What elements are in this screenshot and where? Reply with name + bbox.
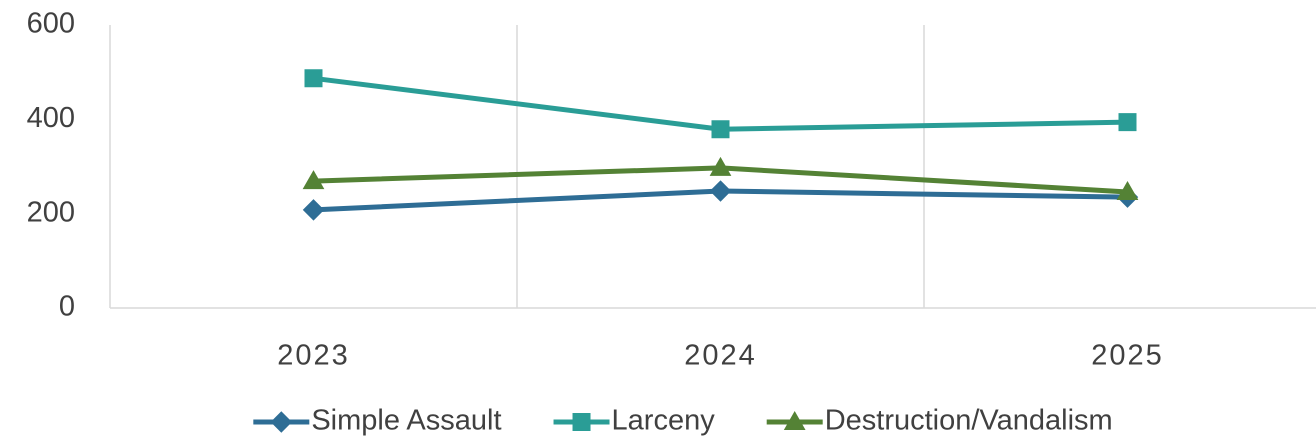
marker [302, 170, 325, 190]
legend-label: Larceny [612, 405, 716, 437]
marker [783, 410, 806, 430]
legend: Simple Assault Larceny Destruction/Vandali… [253, 405, 1113, 437]
legend-item: Larceny [553, 405, 716, 437]
marker [1116, 180, 1139, 200]
marker [270, 411, 293, 433]
marker [711, 120, 730, 139]
y-tick-label: 600 [27, 8, 75, 40]
marker [302, 199, 325, 221]
x-tick-label: 2024 [684, 340, 757, 372]
marker [572, 413, 591, 431]
marker [304, 69, 323, 88]
marker [709, 156, 732, 176]
legend-item: Simple Assault [253, 405, 502, 437]
legend-item: Destruction/Vandalism [766, 405, 1113, 437]
x-tick-label: 2023 [277, 340, 350, 372]
y-tick-label: 400 [27, 102, 75, 134]
marker [1118, 113, 1137, 132]
legend-label: Destruction/Vandalism [825, 405, 1113, 437]
x-tick-label: 2025 [1091, 340, 1164, 372]
y-tick-label: 200 [27, 196, 75, 228]
marker [709, 180, 732, 202]
legend-label: Simple Assault [311, 405, 501, 437]
y-tick-label: 0 [59, 291, 75, 323]
